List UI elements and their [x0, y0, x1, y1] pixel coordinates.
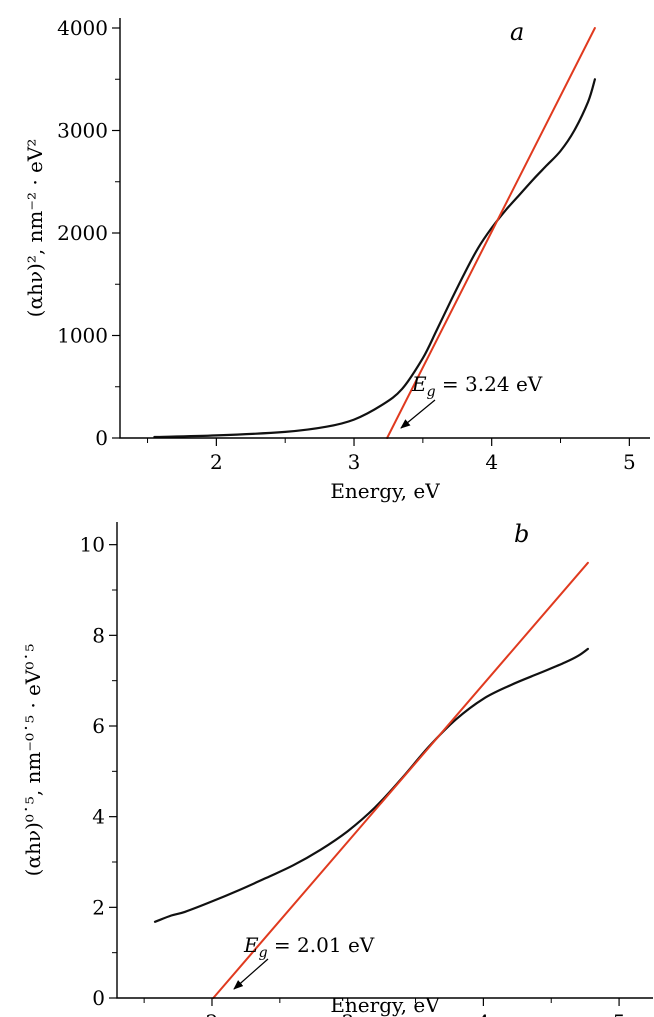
y-tick-label-b: 8 [92, 623, 105, 647]
y-tick-label-b: 2 [92, 895, 105, 919]
y-tick-label-b: 0 [92, 986, 105, 1010]
x-tick-label-b: 5 [613, 1010, 626, 1017]
x-tick-label-a: 4 [485, 450, 498, 474]
linear-fit-b [212, 561, 589, 999]
y-tick-label-a: 3000 [57, 119, 108, 143]
axis-ticks-a: 2 3 4 5 0 1000 2000 3000 4000 [57, 16, 636, 474]
panel-label-a: a [510, 18, 524, 46]
linear-fit-a [386, 27, 596, 439]
y-tick-label-a: 2000 [57, 221, 108, 245]
y-tick-label-a: 0 [95, 426, 108, 450]
x-axis-label-a: Energy, eV [330, 479, 440, 503]
chart-a: a 2 3 4 5 0 1000 2000 3000 4000 Energy, eV (αhν)… [23, 16, 650, 503]
x-tick-label-b: 4 [477, 1010, 490, 1017]
eg-annotation-b: Eg = 2.01 eV [233, 933, 375, 990]
y-axis-label-a: (αhν)², nm⁻² · eV² [23, 139, 47, 318]
x-axis-label-b: Energy, eV [330, 993, 440, 1017]
plot-frame-a [119, 18, 650, 439]
y-tick-label-a: 4000 [57, 16, 108, 40]
absorption-curve-a [153, 78, 596, 439]
chart-b: b 2 3 4 5 0 2 4 6 8 10 Energy, eV (αhν)⁰˙⁵, nm⁻⁰˙… [21, 520, 653, 1017]
y-axis-label-b: (αhν)⁰˙⁵, nm⁻⁰˙⁵ · eV⁰˙⁵ [21, 644, 45, 877]
axis-ticks-b: 2 3 4 5 0 2 4 6 8 10 [80, 533, 626, 1017]
absorption-curve-b [153, 647, 589, 923]
eg-arrow-a [400, 399, 436, 429]
eg-label-a: Eg = 3.24 eV [411, 372, 543, 400]
y-tick-label-b: 6 [92, 714, 105, 738]
series-a [153, 27, 596, 439]
panel-label-b: b [514, 520, 529, 548]
series-b [153, 561, 589, 999]
y-tick-label-a: 1000 [57, 324, 108, 348]
x-tick-label-b: 2 [206, 1010, 219, 1017]
plot-frame-b [116, 522, 653, 999]
x-tick-label-a: 3 [348, 450, 361, 474]
x-tick-label-a: 5 [623, 450, 636, 474]
y-tick-label-b: 4 [92, 805, 105, 829]
y-tick-label-b: 10 [80, 533, 105, 557]
eg-label-b: Eg = 2.01 eV [243, 933, 375, 961]
eg-annotation-a: Eg = 3.24 eV [400, 372, 543, 429]
eg-arrow-b [233, 958, 269, 990]
x-tick-label-a: 2 [210, 450, 223, 474]
x-tick-label-b: 3 [341, 1010, 354, 1017]
